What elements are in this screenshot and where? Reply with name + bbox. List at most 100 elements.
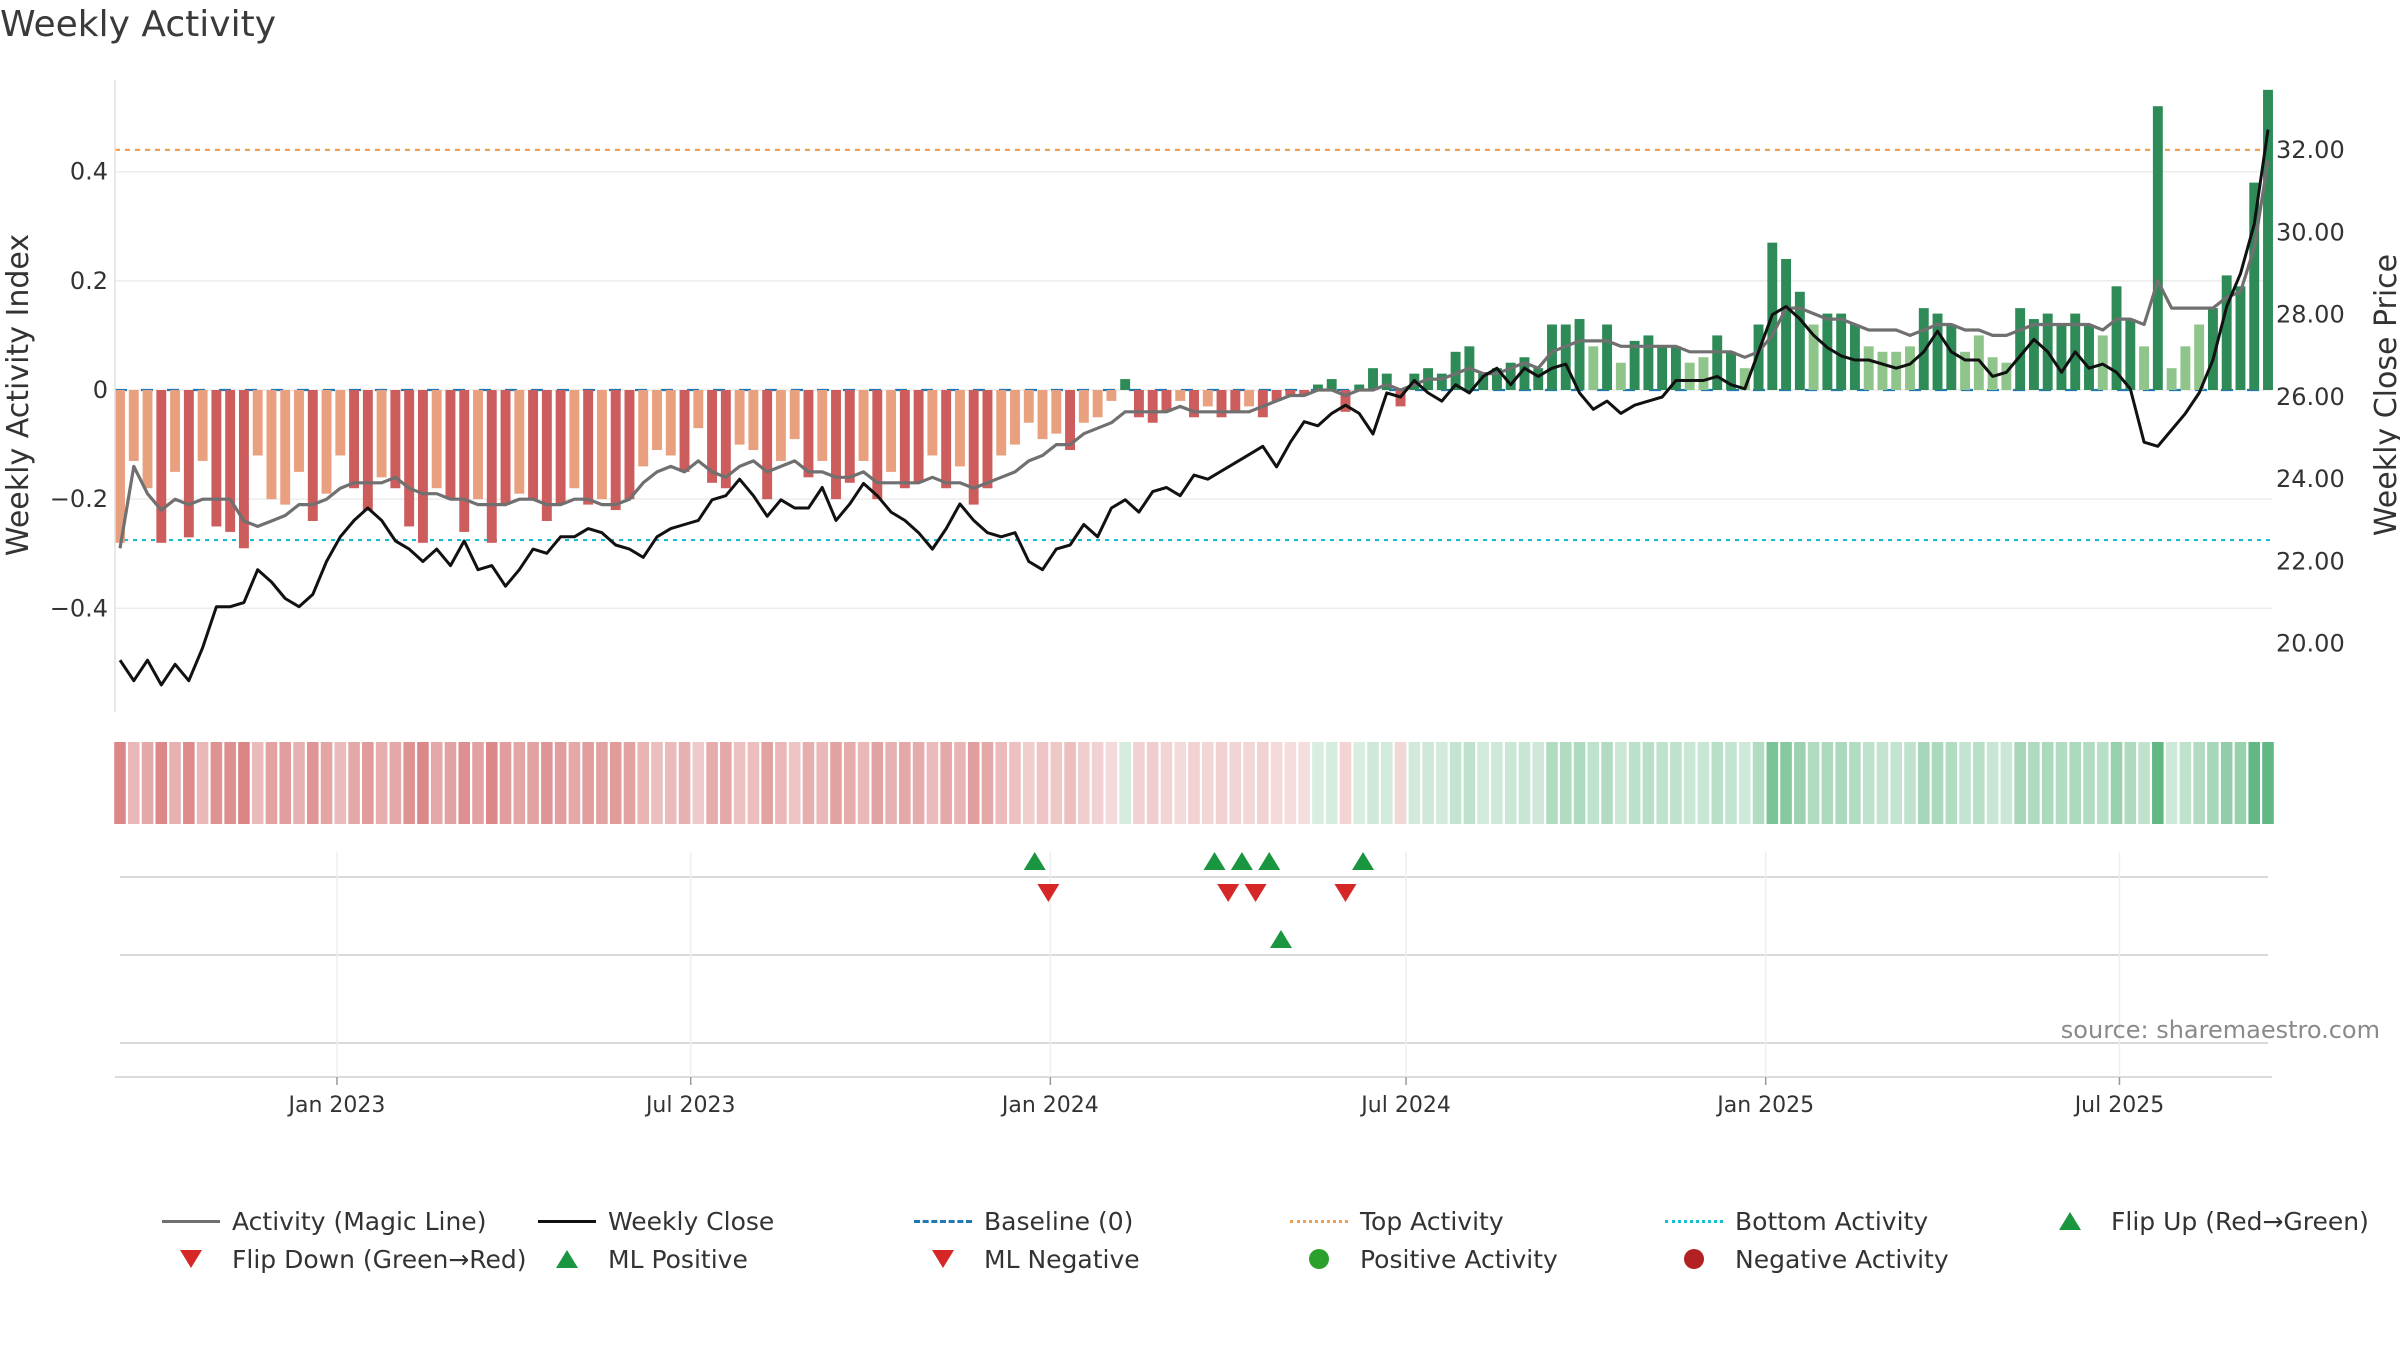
activity-bar	[1781, 259, 1792, 390]
heat-cell	[141, 742, 154, 824]
heat-cell	[788, 742, 801, 824]
legend-label: Flip Up (Red→Green)	[2111, 1206, 2369, 1236]
activity-bar	[886, 390, 897, 472]
heat-cell	[1587, 742, 1600, 824]
activity-bar	[431, 390, 442, 489]
x-tick-label: Jan 2024	[1000, 1093, 1099, 1118]
heat-cell	[2041, 742, 2054, 824]
heat-cell	[1064, 742, 1076, 824]
heat-cell	[210, 742, 223, 824]
heat-cell	[1174, 742, 1187, 824]
activity-bar	[1368, 368, 1378, 390]
x-tick-label: Jul 2024	[1359, 1093, 1451, 1118]
heat-cell	[802, 742, 815, 824]
heat-cell	[2000, 742, 2013, 824]
legend-label: Baseline (0)	[984, 1206, 1134, 1236]
legend-item-bottom: Bottom Activity	[1663, 1206, 1928, 1236]
activity-bar	[541, 390, 552, 521]
activity-bar	[1505, 362, 1516, 390]
heat-cell	[747, 742, 760, 824]
activity-bar	[1533, 368, 1544, 390]
heat-cell	[1463, 742, 1476, 824]
heat-cell	[2248, 742, 2261, 824]
y-axis-label: Weekly Activity Index	[1, 234, 36, 556]
activity-bar	[321, 390, 332, 494]
heat-cell	[816, 742, 829, 824]
activity-bar	[1478, 373, 1489, 390]
heat-cell	[348, 742, 360, 824]
heat-cell	[1229, 742, 1242, 824]
activity-bar	[1574, 319, 1585, 390]
activity-bar	[1657, 346, 1668, 390]
flip-up-marker	[1230, 852, 1253, 870]
heat-cell	[871, 742, 884, 824]
activity-bar	[803, 390, 814, 478]
flip-up-marker	[1203, 852, 1226, 870]
activity-bar	[197, 390, 208, 461]
heat-cell	[651, 742, 663, 824]
red-triangle-down-icon	[160, 1244, 222, 1274]
source-note: source: sharemaestro.com	[2061, 1016, 2380, 1044]
heat-cell	[2096, 742, 2109, 824]
heat-cell	[1973, 742, 1985, 824]
activity-bar	[445, 390, 456, 500]
activity-bar	[335, 390, 346, 456]
y2-tick-label: 22.00	[2276, 547, 2345, 575]
flip-up-marker	[1258, 852, 1281, 870]
heat-cell	[1491, 742, 1503, 824]
flip-up-marker	[1023, 852, 1046, 870]
x-axis: Jan 2023 Jul 2023 Jan 2024 Jul 2024 Jan 2025…	[286, 1077, 2164, 1118]
y2-axis-label: Weekly Close Price	[2369, 254, 2400, 536]
heat-cell	[967, 742, 980, 824]
heat-cell	[1559, 742, 1572, 824]
activity-bar	[1918, 308, 1929, 390]
heat-cell	[1339, 742, 1352, 824]
activity-bar	[2152, 106, 2163, 390]
heat-cell	[692, 742, 705, 824]
legend-item-magic: Activity (Magic Line)	[160, 1206, 486, 1236]
activity-bar	[2263, 89, 2273, 390]
heat-cell	[1945, 742, 1958, 824]
activity-bar	[473, 390, 483, 500]
activity-bar	[238, 390, 249, 549]
heat-cell	[1794, 742, 1806, 824]
heat-cell	[1312, 742, 1324, 824]
activity-bar	[156, 390, 167, 543]
heat-cell	[472, 742, 484, 824]
activity-bar	[376, 390, 387, 478]
activity-bar	[1588, 346, 1599, 390]
heat-cell	[1270, 742, 1283, 824]
heat-cell	[169, 742, 181, 824]
activity-bar	[858, 390, 869, 461]
heat-cell	[279, 742, 292, 824]
legend-label: Flip Down (Green→Red)	[232, 1244, 527, 1274]
heat-cell	[1257, 742, 1269, 824]
heat-cell	[885, 742, 897, 824]
activity-bar	[2015, 308, 2026, 390]
activity-bar	[1023, 390, 1034, 423]
activity-bar	[1120, 379, 1131, 390]
activity-bar	[748, 390, 759, 451]
legend-item-baseline: Baseline (0)	[912, 1206, 1133, 1236]
activity-bar	[927, 390, 938, 456]
activity-bar	[734, 390, 745, 445]
activity-bar	[1147, 390, 1158, 423]
x-tick-label: Jan 2023	[286, 1093, 385, 1118]
activity-bar	[500, 390, 511, 505]
activity-bar	[1739, 368, 1750, 390]
legend-item-close: Weekly Close	[536, 1206, 774, 1236]
activity-bar	[1891, 351, 1902, 390]
activity-bar	[1299, 390, 1310, 396]
heat-cell	[981, 742, 994, 824]
heat-cell	[554, 742, 567, 824]
activity-bar	[775, 390, 786, 461]
heat-cell	[114, 742, 126, 824]
heat-cell	[1105, 742, 1118, 824]
heat-cell	[2069, 742, 2082, 824]
activity-bar	[1065, 390, 1076, 451]
heat-cell	[2193, 742, 2205, 824]
activity-bar	[1381, 373, 1392, 390]
activity-bar	[1436, 373, 1447, 390]
activity-bar	[2249, 182, 2260, 390]
activity-bar	[211, 390, 222, 527]
